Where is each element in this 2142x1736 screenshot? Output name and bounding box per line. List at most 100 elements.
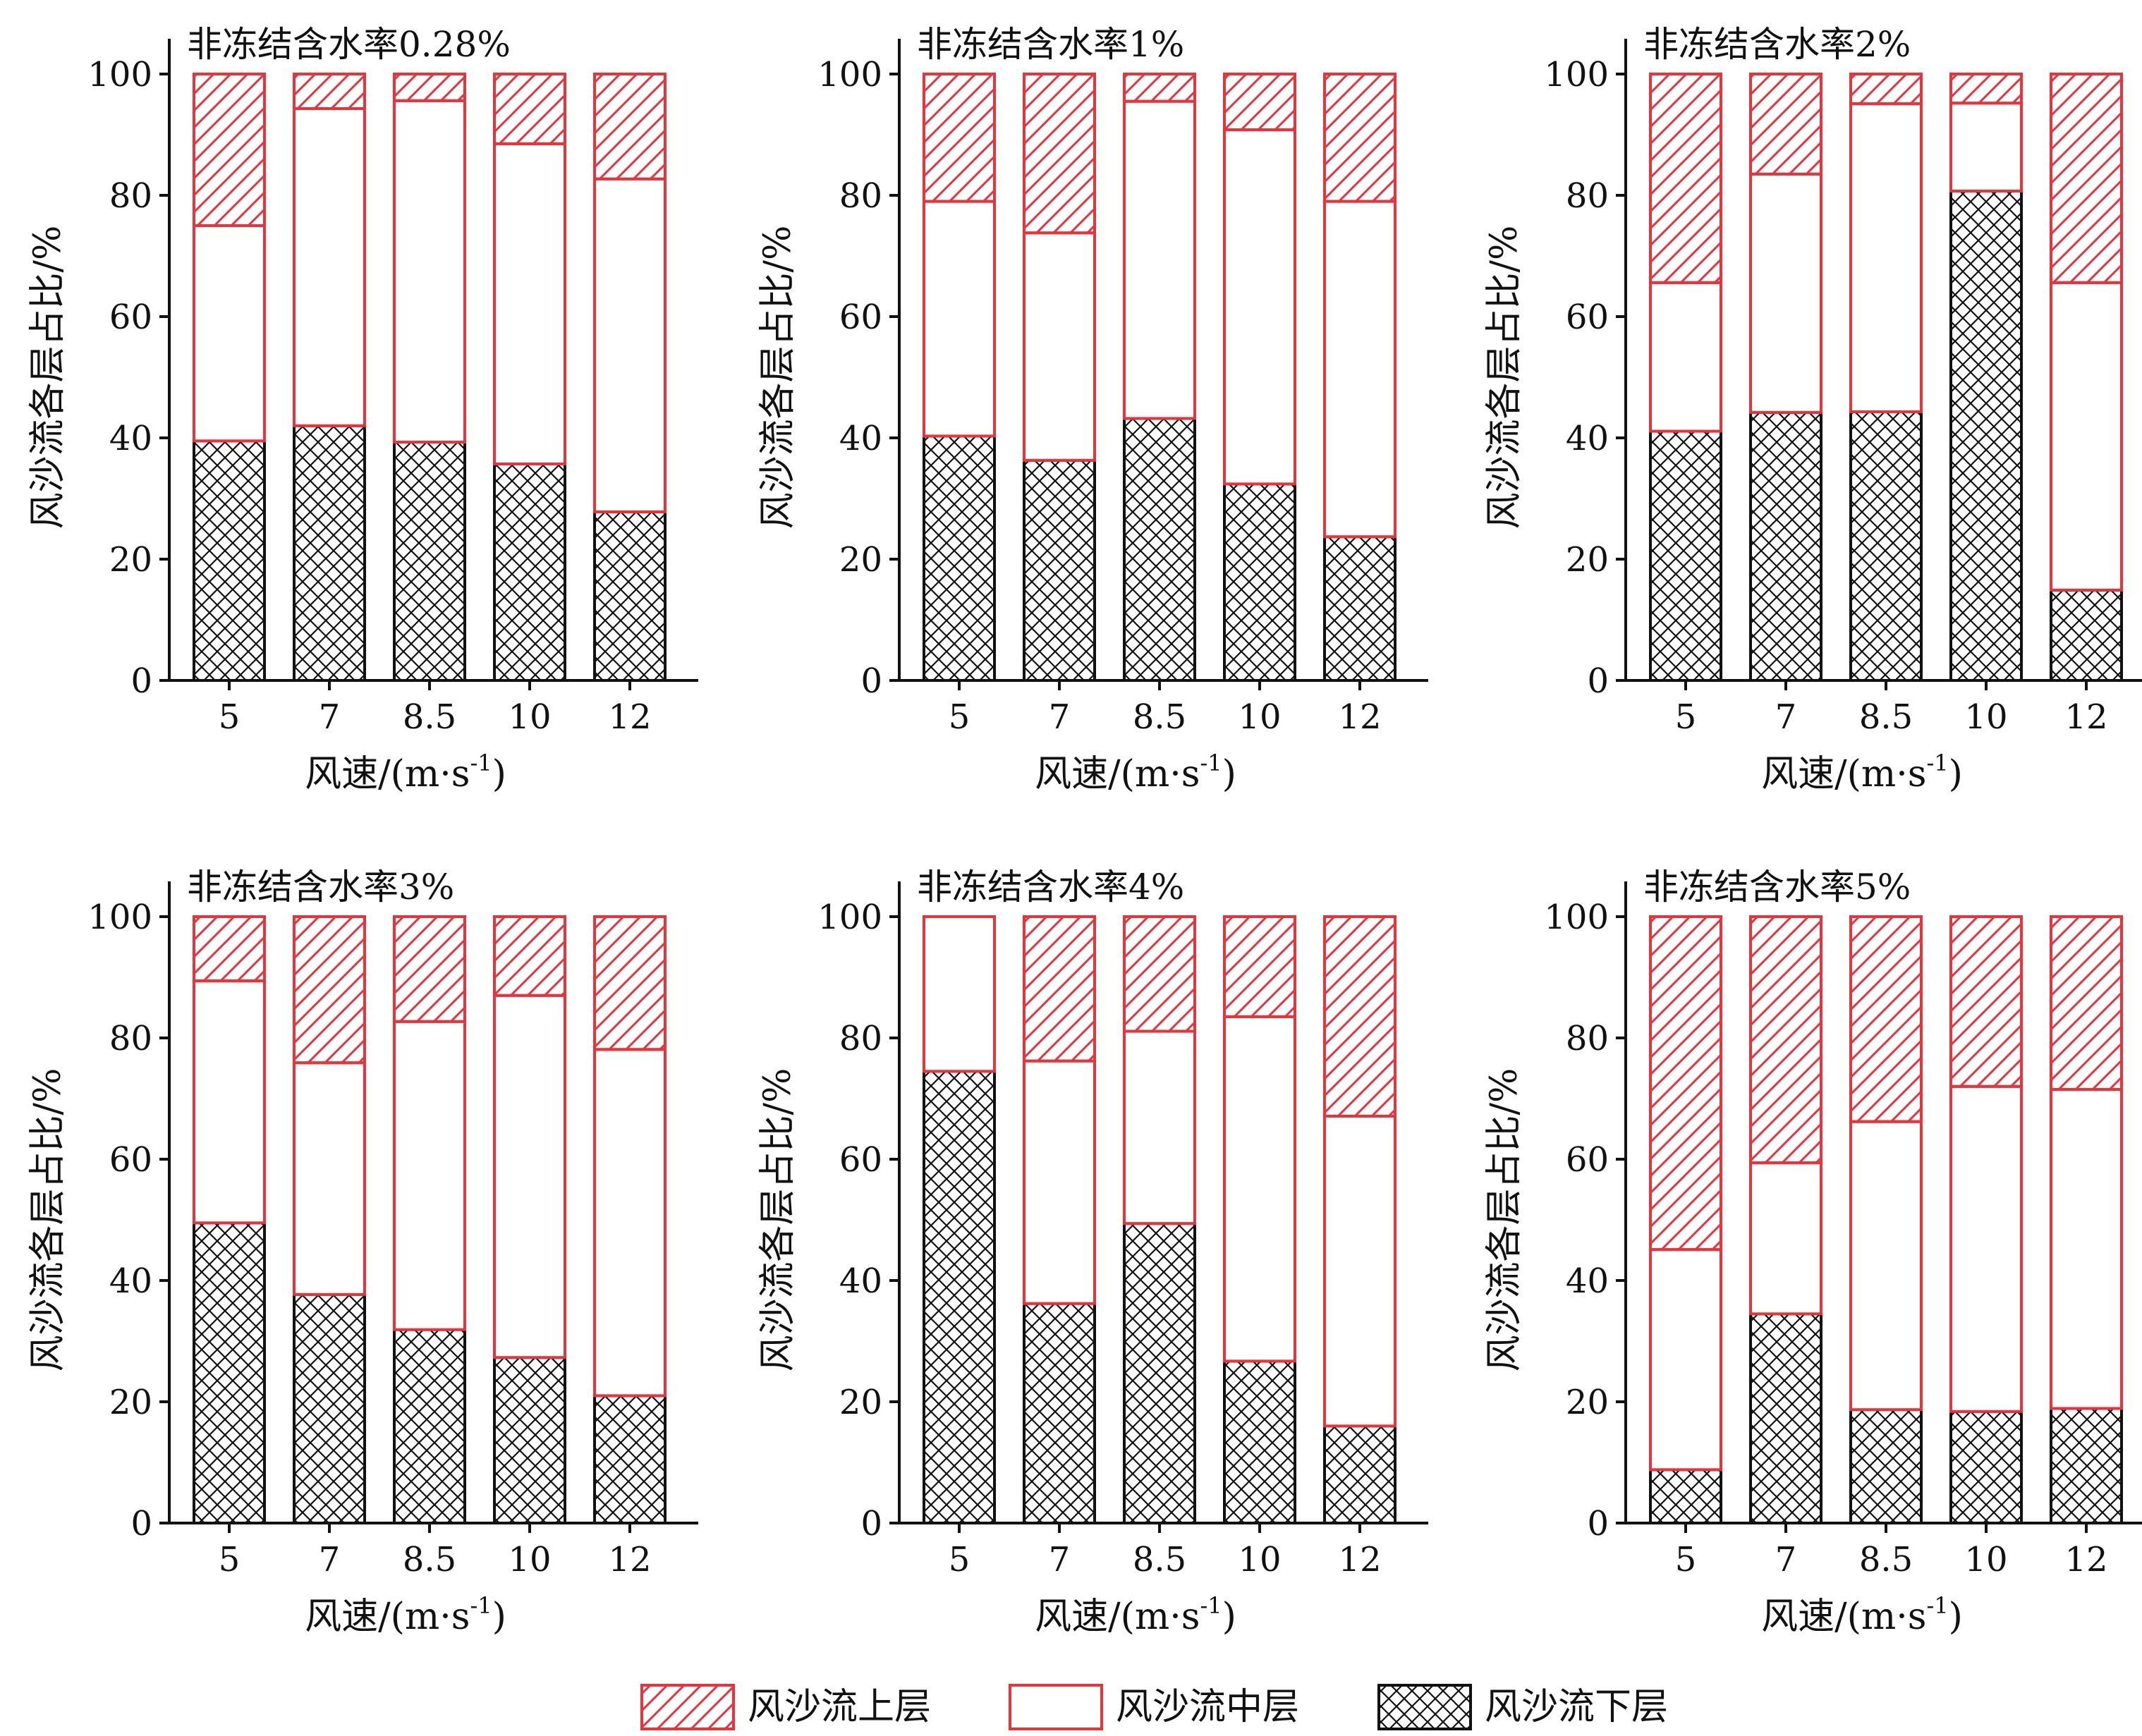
y-axis-label: 风沙流各层占比/%: [1483, 1068, 1526, 1372]
legend-item-upper: 风沙流上层: [640, 1684, 931, 1730]
bar-upper: [1323, 915, 1396, 1118]
bar-middle: [593, 177, 667, 513]
panel-title: 非冻结含水率4%: [917, 867, 1184, 907]
x-tick-label: 5: [219, 1540, 241, 1579]
bar-middle: [193, 224, 266, 443]
bar-lower: [393, 1328, 466, 1525]
bar-upper: [1223, 73, 1296, 132]
x-tick-label: 5: [949, 697, 970, 737]
bar-upper: [493, 73, 566, 145]
bar-upper: [1849, 915, 1923, 1123]
bar-middle: [1949, 102, 2023, 192]
bar-upper: [923, 73, 996, 203]
y-tick-label: 0: [860, 661, 882, 701]
y-tick-label: 40: [109, 419, 152, 458]
legend-item-middle: 风沙流中层: [1009, 1684, 1299, 1730]
x-tick-label: 12: [1338, 1540, 1381, 1579]
x-tick-label: 5: [1675, 697, 1697, 737]
bar-upper: [493, 915, 566, 997]
legend-swatch-middle: [1009, 1684, 1103, 1730]
x-axis-label: 风速/(m·s-1): [1035, 750, 1236, 795]
bar-lower: [493, 462, 566, 682]
bar-upper: [293, 73, 366, 111]
bar-upper: [1649, 915, 1722, 1252]
x-axis-label: 风速/(m·s-1): [1035, 1592, 1236, 1638]
x-tick-label: 5: [949, 1540, 970, 1579]
x-tick-label: 12: [2064, 697, 2107, 737]
bar-lower: [1749, 410, 1822, 682]
bar-middle: [1649, 281, 1722, 433]
legend-label-upper: 风沙流上层: [748, 1686, 931, 1728]
x-tick-label: 7: [319, 1540, 341, 1579]
chart-panel: 0 20 40 60 80 100 5 7 8.5 10 12 非冻结含水率4% 风速/(m·s-1) 风…: [757, 867, 1428, 1638]
bar-middle: [1849, 1120, 1923, 1412]
y-tick-label: 20: [839, 540, 882, 580]
y-tick-label: 80: [839, 176, 882, 216]
bar-middle: [1023, 231, 1096, 462]
bar-upper: [1749, 73, 1822, 176]
bar-middle: [393, 1020, 466, 1331]
chart-panel: 0 20 40 60 80 100 5 7 8.5 10 12 非冻结含水率2% 风速/(m·s-1) 风…: [1483, 24, 2142, 795]
bar-upper: [1749, 915, 1822, 1165]
y-tick-label: 0: [1587, 1504, 1609, 1544]
bar-lower: [2050, 588, 2123, 682]
bar-upper: [1849, 73, 1923, 106]
bar-middle: [1749, 1161, 1822, 1316]
y-tick-label: 60: [109, 298, 152, 337]
bar-lower: [1323, 1424, 1396, 1525]
bar-middle: [1023, 1059, 1096, 1305]
bar-middle: [1123, 1029, 1196, 1225]
y-tick-label: 80: [1566, 1019, 1609, 1058]
bar-lower: [1123, 1222, 1196, 1525]
x-tick-label: 10: [508, 1540, 551, 1579]
y-tick-label: 20: [839, 1383, 882, 1422]
y-tick-label: 40: [1566, 1261, 1609, 1301]
legend: 风沙流上层 风沙流中层 风沙流下层: [640, 1684, 1668, 1730]
y-tick-label: 60: [839, 1140, 882, 1180]
y-axis-label: 风沙流各层占比/%: [757, 1068, 799, 1372]
bar-lower: [1849, 1408, 1923, 1525]
bar-lower: [593, 510, 667, 682]
x-axis-label: 风速/(m·s-1): [1761, 1592, 1963, 1638]
bar-lower: [1649, 1468, 1722, 1525]
panel-title: 非冻结含水率2%: [1643, 24, 1911, 65]
bar-lower: [1849, 410, 1923, 683]
bar-middle: [1649, 1248, 1722, 1472]
bar-middle: [1223, 1015, 1296, 1363]
x-tick-label: 7: [1049, 697, 1071, 737]
y-tick-label: 100: [817, 55, 882, 94]
panel-title: 非冻结含水率1%: [917, 24, 1184, 65]
chart-panel: 0 20 40 60 80 100 5 7 8.5 10 12 非冻结含水率1% 风速/(m·s-1) 风…: [757, 24, 1428, 795]
bar-middle: [293, 107, 366, 427]
bar-middle: [393, 99, 466, 444]
bar-lower: [1223, 482, 1296, 682]
x-axis-label: 风速/(m·s-1): [305, 750, 506, 795]
bar-lower: [2050, 1407, 2123, 1524]
y-axis-label: 风沙流各层占比/%: [27, 1068, 69, 1372]
bar-upper: [393, 915, 466, 1023]
x-tick-label: 5: [219, 697, 241, 737]
bar-upper: [593, 73, 667, 181]
y-tick-label: 40: [109, 1261, 152, 1301]
x-tick-label: 7: [1049, 1540, 1071, 1579]
legend-swatch-upper: [640, 1684, 735, 1730]
bar-upper: [1023, 73, 1096, 235]
x-tick-label: 5: [1675, 1540, 1697, 1579]
x-tick-label: 10: [1964, 697, 2007, 737]
x-tick-label: 8.5: [1133, 1540, 1186, 1579]
bar-lower: [293, 1292, 366, 1525]
bar-upper: [2050, 915, 2123, 1092]
bar-lower: [193, 1221, 266, 1525]
chart-panel: 0 20 40 60 80 100 5 7 8.5 10 12 非冻结含水率3% 风速/(m·s-1) 风…: [27, 867, 698, 1638]
bar-lower: [1649, 429, 1722, 682]
bar-lower: [1023, 458, 1096, 682]
bar-middle: [2050, 281, 2123, 592]
legend-swatch-lower: [1377, 1684, 1472, 1730]
bar-middle: [193, 979, 266, 1225]
bar-upper: [393, 73, 466, 102]
x-tick-label: 8.5: [1133, 697, 1186, 737]
bar-upper: [1649, 73, 1722, 284]
bar-middle: [1323, 1114, 1396, 1428]
